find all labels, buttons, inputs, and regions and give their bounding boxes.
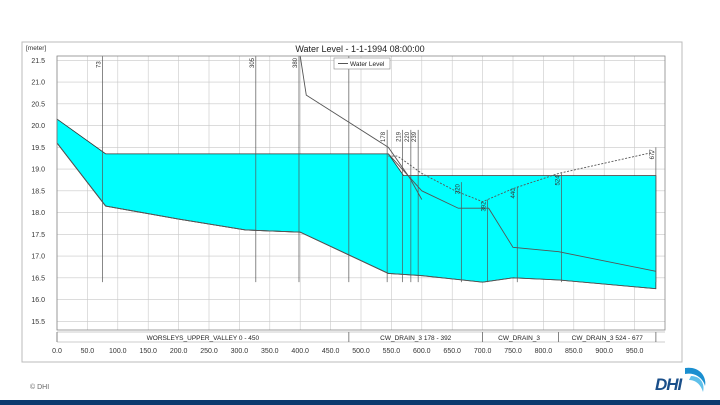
y-tick-label: 15.5	[31, 319, 45, 326]
y-axis-label: [meter]	[26, 45, 46, 52]
x-tick-label: 150.0	[139, 348, 157, 355]
branch-label: CW_DRAIN_3 524 - 677	[572, 335, 644, 342]
node-marker-label: 178	[381, 131, 387, 142]
dhi-logo: DHI	[655, 366, 707, 396]
x-tick-label: 600.0	[413, 348, 431, 355]
x-tick-label: 950.0	[626, 348, 644, 355]
x-tick-label: 300.0	[231, 348, 249, 355]
x-tick-label: 900.0	[595, 348, 613, 355]
x-tick-label: 550.0	[383, 348, 401, 355]
legend-box	[333, 57, 391, 70]
node-marker-label: 524	[556, 175, 562, 186]
node-marker-label: 677	[650, 149, 656, 160]
bed-level-line	[56, 142, 656, 290]
x-tick-label: 700.0	[474, 348, 492, 355]
bank-line-lower	[388, 153, 656, 272]
y-tick-label: 19.5	[31, 145, 45, 152]
y-tick-label: 18.5	[31, 188, 45, 195]
branch-label: CW_DRAIN_3 178 - 392	[380, 335, 452, 342]
x-tick-label: 450.0	[322, 348, 340, 355]
y-tick-label: 20.0	[31, 123, 45, 130]
node-marker-label: 392	[481, 201, 487, 212]
node-marker-label: 73	[97, 61, 103, 68]
y-tick-label: 21.5	[31, 58, 45, 65]
y-tick-label: 18.0	[31, 210, 45, 217]
node-marker-label: 239	[412, 131, 418, 142]
x-tick-label: 500.0	[352, 348, 370, 355]
x-tick-label: 250.0	[200, 348, 218, 355]
dhi-wave-icon	[685, 367, 706, 392]
plot-border	[56, 55, 666, 331]
x-tick-label: 0.0	[52, 348, 62, 355]
y-tick-label: 20.5	[31, 101, 45, 108]
y-tick-label: 17.0	[31, 254, 45, 261]
x-tick-label: 100.0	[109, 348, 127, 355]
node-marker-label: 305	[250, 57, 256, 68]
branch-label: CW_DRAIN_3	[498, 335, 540, 342]
footer-bar	[0, 400, 720, 405]
x-tick-label: 350.0	[261, 348, 279, 355]
node-marker-label: 440	[511, 188, 517, 199]
node-marker-label: 380	[293, 57, 299, 68]
node-marker-label: 220	[405, 131, 411, 142]
x-tick-label: 400.0	[291, 348, 309, 355]
logo-text: DHI	[655, 375, 682, 394]
computational-line	[388, 151, 656, 203]
y-tick-label: 17.5	[31, 232, 45, 239]
y-tick-label: 16.0	[31, 297, 45, 304]
branch-label: WORSLEYS_UPPER_VALLEY 0 - 450	[147, 335, 260, 342]
x-tick-label: 50.0	[81, 348, 95, 355]
y-tick-label: 19.0	[31, 167, 45, 174]
water-level-chart: 15.5 16.0 16.5 17.0 17.5 18.0 18.5 19.0 19.5 20.0…	[21, 41, 683, 363]
x-tick-label: 200.0	[170, 348, 188, 355]
node-marker-label: 219	[396, 131, 402, 142]
node-profile-line	[299, 55, 423, 200]
y-tick-label: 21.0	[31, 80, 45, 87]
x-tick-label: 750.0	[504, 348, 522, 355]
y-tick-label: 16.5	[31, 275, 45, 282]
chart-title: Water Level - 1-1-1994 08:00:00	[295, 44, 424, 54]
legend-entry: Water Level	[350, 61, 385, 68]
x-tick-label: 650.0	[443, 348, 461, 355]
copyright-text: © DHI	[30, 384, 50, 391]
node-marker-label: 320	[455, 183, 461, 194]
x-tick-label: 800.0	[535, 348, 553, 355]
x-tick-label: 850.0	[565, 348, 583, 355]
